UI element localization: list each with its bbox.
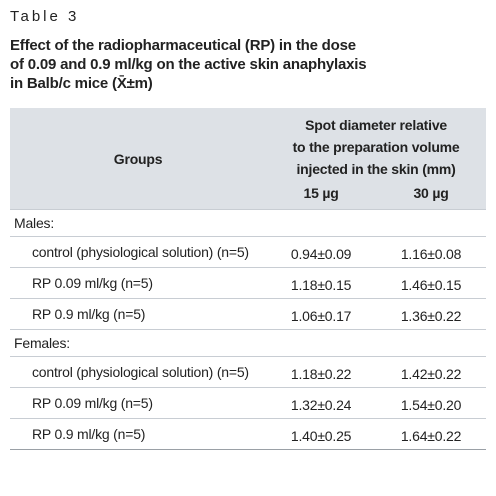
table-caption: Table 3	[10, 8, 80, 25]
data-row: RP 0.9 ml/kg (n=5) 1.40±0.25 1.64±0.22	[10, 418, 486, 450]
data-row: RP 0.9 ml/kg (n=5) 1.06±0.17 1.36±0.22	[10, 298, 486, 330]
header-measure: Spot diameter relative to the preparation…	[266, 108, 486, 181]
section-row: Males:	[10, 209, 486, 237]
group-cell: control (physiological solution) (n=5)	[10, 356, 267, 388]
value-cell: 1.16±0.08	[376, 236, 486, 268]
value-cell: 1.32±0.24	[266, 387, 377, 419]
title-line: Effect of the radiopharmaceutical (RP) i…	[10, 37, 356, 54]
empty-cell	[376, 329, 486, 357]
value-cell: 1.36±0.22	[376, 298, 486, 330]
group-cell: RP 0.09 ml/kg (n=5)	[10, 267, 267, 299]
header-dose: 30 µg	[376, 181, 486, 210]
value-cell: 1.40±0.25	[266, 418, 377, 450]
header-dose: 15 µg	[266, 181, 377, 210]
group-label: RP 0.09 ml/kg (n=5)	[32, 275, 153, 291]
data-row: RP 0.09 ml/kg (n=5) 1.18±0.15 1.46±0.15	[10, 267, 486, 299]
empty-cell	[376, 209, 486, 237]
group-cell: RP 0.9 ml/kg (n=5)	[10, 298, 267, 330]
value-cell: 1.06±0.17	[266, 298, 377, 330]
empty-cell	[266, 209, 377, 237]
value-cell: 1.18±0.15	[266, 267, 377, 299]
value-cell: 1.42±0.22	[376, 356, 486, 388]
header-groups: Groups	[10, 108, 267, 210]
group-label: control (physiological solution) (n=5)	[32, 364, 249, 380]
data-row: control (physiological solution) (n=5) 1.…	[10, 356, 486, 388]
group-label: RP 0.9 ml/kg (n=5)	[32, 306, 146, 322]
empty-cell	[266, 329, 377, 357]
value-cell: 1.54±0.20	[376, 387, 486, 419]
title-line: in Balb/c mice (X̄±m)	[10, 75, 153, 92]
section-row: Females:	[10, 329, 486, 357]
value-cell: 1.46±0.15	[376, 267, 486, 299]
group-cell: control (physiological solution) (n=5)	[10, 236, 267, 268]
data-row: RP 0.09 ml/kg (n=5) 1.32±0.24 1.54±0.20	[10, 387, 486, 419]
measure-line: injected in the skin (mm)	[296, 161, 456, 177]
data-table: Groups Spot diameter relative to the prep…	[10, 108, 486, 450]
group-label: control (physiological solution) (n=5)	[32, 244, 249, 260]
title-line: of 0.09 and 0.9 ml/kg on the active skin…	[10, 56, 367, 73]
value-cell: 1.18±0.22	[266, 356, 377, 388]
value-cell: 0.94±0.09	[266, 236, 377, 268]
group-cell: RP 0.9 ml/kg (n=5)	[10, 418, 267, 450]
group-cell: RP 0.09 ml/kg (n=5)	[10, 387, 267, 419]
data-row: control (physiological solution) (n=5) 0.…	[10, 236, 486, 268]
table-title: Effect of the radiopharmaceutical (RP) i…	[10, 36, 367, 93]
value-cell: 1.64±0.22	[376, 418, 486, 450]
measure-line: to the preparation volume	[292, 139, 460, 155]
section-label: Females:	[10, 329, 267, 357]
group-label: RP 0.9 ml/kg (n=5)	[32, 426, 146, 442]
measure-line: Spot diameter relative	[305, 117, 447, 133]
group-label: RP 0.09 ml/kg (n=5)	[32, 395, 153, 411]
section-label: Males:	[10, 209, 267, 237]
